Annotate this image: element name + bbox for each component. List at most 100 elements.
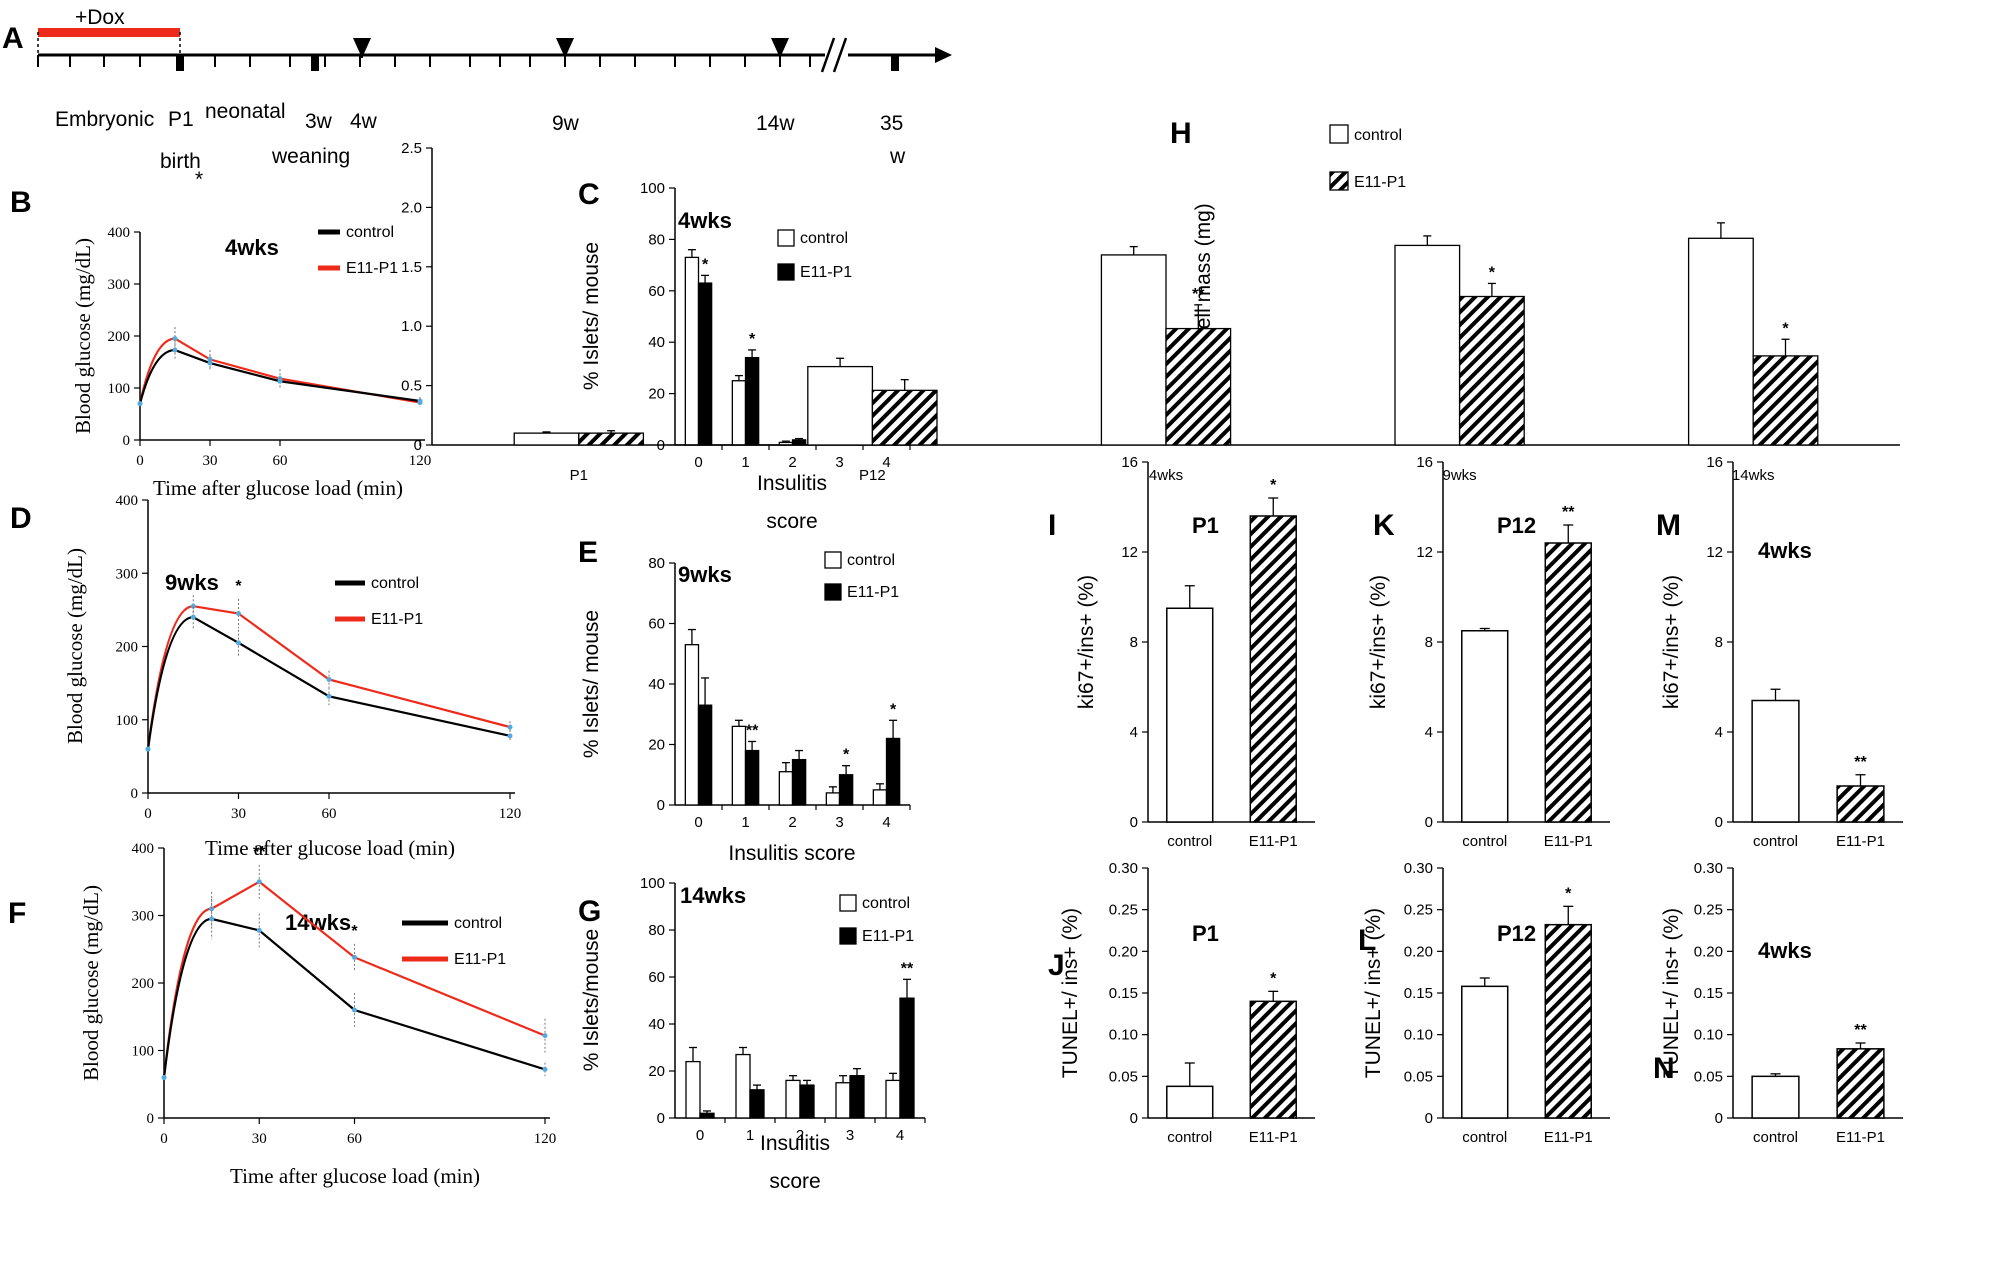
timepoint-arrow-icon <box>771 38 789 58</box>
y-tick-label: 20 <box>648 386 665 403</box>
x-tick-label: E11-P1 <box>1836 833 1885 850</box>
y-tick-label: 0 <box>147 1111 155 1127</box>
y-tick-label: 2.0 <box>401 199 422 216</box>
timeline-label-birth: birth <box>160 150 201 173</box>
axis-break-1 <box>820 37 836 73</box>
x-tick-label: 4 <box>896 1127 904 1144</box>
legend-swatch <box>1329 124 1349 144</box>
timepoint-arrow-icon <box>353 38 371 58</box>
y-tick-label: 0.05 <box>1694 1068 1723 1085</box>
y-tick-label: 4 <box>1715 724 1723 741</box>
x-tick-label: 0 <box>696 1127 704 1144</box>
x-axis-label: Insulitis score <box>760 1132 830 1193</box>
x-axis-label: Insulitis score <box>728 842 855 865</box>
data-point <box>352 954 357 960</box>
x-tick-label: E11-P1 <box>1249 1129 1298 1146</box>
timeline-arrowhead <box>935 47 952 63</box>
y-tick-label: 4 <box>1425 724 1433 741</box>
y-tick-label: 40 <box>648 676 665 693</box>
bar-control <box>885 1079 901 1119</box>
y-axis-label: ki67+/ins+ (%) <box>1660 575 1683 709</box>
y-tick-label: 16 <box>1121 454 1138 471</box>
y-tick-label: 100 <box>640 180 665 197</box>
data-point <box>417 398 423 404</box>
data-point <box>145 746 151 752</box>
bar-control <box>1166 607 1214 823</box>
panel-label-i: I <box>1048 509 1056 542</box>
y-axis-label: TUNEL+/ ins+ (%) <box>1660 908 1683 1078</box>
panel-label-g: G <box>578 895 601 928</box>
panel-label-b: B <box>10 186 32 219</box>
y-tick-label: 0 <box>657 797 665 814</box>
significance-marker: ** <box>1854 1022 1867 1039</box>
panel-label-k: K <box>1373 509 1395 542</box>
timeline-label-weaning: weaning <box>271 145 350 168</box>
x-tick-label: 2 <box>796 1127 804 1144</box>
x-axis-label-line1: Insulitis <box>757 472 827 495</box>
chart-title: 4wks <box>678 208 732 233</box>
legend-label: E11-P1 <box>847 584 899 601</box>
axis-break-2 <box>832 37 848 73</box>
legend-swatch <box>839 927 857 945</box>
significance-marker: ** <box>1192 286 1205 303</box>
data-point <box>542 1033 548 1039</box>
x-tick-label: control <box>1753 833 1798 850</box>
bar-e11-p1 <box>899 997 915 1119</box>
y-tick-label: 16 <box>1416 454 1433 471</box>
x-tick-label: 1 <box>746 1127 754 1144</box>
y-tick-label: 400 <box>116 493 139 509</box>
dox-label: +Dox <box>75 6 125 29</box>
bar-control <box>1751 699 1800 823</box>
x-tick-label: 30 <box>203 453 218 469</box>
bar-control <box>778 771 794 806</box>
data-point <box>190 614 196 620</box>
bar-e11-p1 <box>697 282 713 446</box>
y-tick-label: 400 <box>108 225 131 241</box>
timepoint-arrow-icon <box>556 38 574 58</box>
bar-e11-p1 <box>871 389 938 446</box>
y-tick-label: 0 <box>1130 1110 1138 1127</box>
bar-e11-p1 <box>699 1112 715 1119</box>
x-tick-label: 14wks <box>1732 467 1775 484</box>
legend-label: E11-P1 <box>800 264 852 281</box>
y-tick-label: 0.25 <box>1109 902 1138 919</box>
bar-control <box>872 789 888 806</box>
chart-m: M 4wks 0 4 8 12 16 ki67+/ins+ (%) control E11-P1 *… <box>1656 454 1903 850</box>
timeline-label-birth_star: * <box>195 168 203 191</box>
legend-swatch <box>839 894 857 912</box>
significance-marker: * <box>351 923 358 940</box>
y-tick-label: 300 <box>132 909 155 925</box>
x-axis-label: Time after glucose load (min) <box>205 836 455 860</box>
legend-label: E11-P1 <box>454 951 506 968</box>
x-tick-label: 1 <box>741 814 749 831</box>
bar-e11-p1 <box>1165 327 1232 446</box>
x-tick-label: control <box>1462 833 1507 850</box>
legend-label: control <box>454 915 502 932</box>
y-tick-label: 200 <box>132 976 155 992</box>
x-tick-label: 60 <box>273 453 288 469</box>
bar-e11-p1 <box>1836 785 1885 823</box>
bar-e11-p1 <box>1544 923 1592 1119</box>
y-tick-label: 200 <box>116 640 139 656</box>
y-tick-label: 0.20 <box>1109 943 1138 960</box>
y-tick-label: 40 <box>648 1016 665 1033</box>
timeline-major-tick <box>176 55 184 71</box>
y-tick-label: 400 <box>132 841 155 857</box>
y-tick-label: 1.0 <box>401 318 422 335</box>
series-line-e11-p1 <box>162 880 546 1078</box>
x-axis-label-line2: score <box>766 510 817 533</box>
bar-control <box>685 1060 701 1119</box>
y-axis-label: ki67+/ins+ (%) <box>1075 575 1098 709</box>
y-tick-label: 0.10 <box>1404 1027 1433 1044</box>
y-axis-label: % Islets/mouse <box>580 929 603 1071</box>
y-tick-label: 200 <box>108 329 131 345</box>
significance-marker: * <box>1270 477 1277 494</box>
x-tick-label: 120 <box>409 453 432 469</box>
timeline-label-embryonic: Embryonic <box>55 108 154 131</box>
